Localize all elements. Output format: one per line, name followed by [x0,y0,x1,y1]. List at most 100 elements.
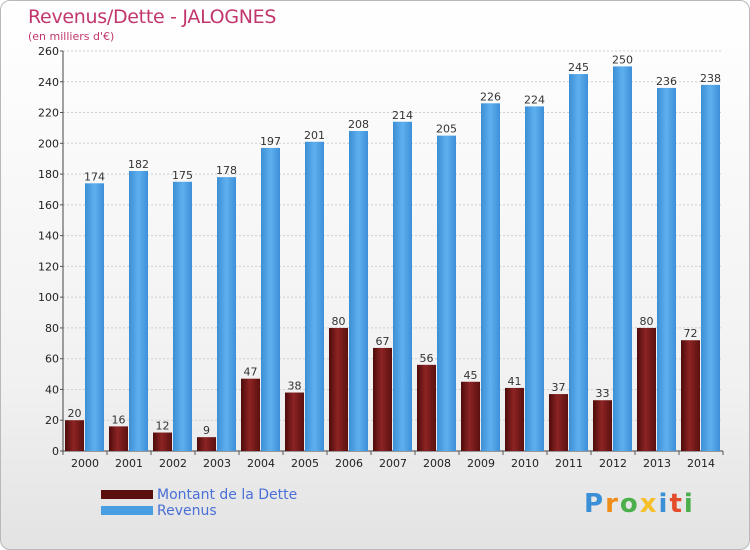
data-label-debt: 80 [640,315,654,328]
bar-revenue [85,183,104,452]
x-tick-label: 2011 [555,457,583,470]
data-label-debt: 20 [68,407,82,420]
data-label-debt: 9 [203,424,210,437]
y-tick-label: 100 [38,291,59,304]
bar-debt [109,426,128,451]
logo-letter: P [584,489,606,519]
logo-letter: r [605,489,620,519]
bar-debt [197,437,216,451]
data-label-debt: 80 [332,315,346,328]
y-tick-label: 0 [52,445,59,458]
bar-revenue [613,66,632,451]
data-label-revenue: 175 [172,169,193,182]
bar-revenue [525,106,544,451]
data-label-revenue: 205 [436,123,457,136]
bar-revenue [305,141,324,451]
data-label-revenue: 236 [656,75,677,88]
bar-debt [329,327,348,451]
y-tick-label: 140 [38,230,59,243]
y-tick-label: 240 [38,76,59,89]
data-label-revenue: 182 [128,158,149,171]
bar-revenue [657,87,676,451]
bar-debt [241,378,260,451]
bar-debt [65,420,84,451]
data-label-revenue: 178 [216,164,237,177]
bar-debt [593,400,612,451]
y-tick-label: 160 [38,199,59,212]
logo-letter: o [619,489,640,519]
data-label-debt: 33 [596,387,610,400]
chart-subtitle: (en milliers d'€) [28,30,115,43]
x-tick-label: 2002 [159,457,187,470]
bar-debt [153,432,172,451]
data-label-revenue: 238 [700,72,721,85]
data-label-revenue: 208 [348,118,369,131]
data-label-debt: 47 [244,366,258,379]
bar-revenue [129,171,148,451]
data-label-revenue: 226 [480,90,501,103]
proxiti-logo: Proxiti [584,489,695,519]
x-tick-label: 2000 [71,457,99,470]
x-tick-label: 2007 [379,457,407,470]
bar-revenue [261,147,280,451]
bar-revenue [349,131,368,451]
x-tick-label: 2012 [599,457,627,470]
data-label-revenue: 245 [568,61,589,74]
y-tick-label: 180 [38,168,59,181]
bar-debt [285,392,304,451]
data-label-revenue: 224 [524,93,545,106]
y-tick-label: 260 [38,45,59,58]
x-tick-label: 2013 [643,457,671,470]
x-tick-label: 2003 [203,457,231,470]
data-label-revenue: 174 [84,170,105,183]
bar-debt [505,387,524,451]
y-tick-label: 80 [45,322,59,335]
bar-revenue [701,84,720,451]
bar-debt [681,340,700,451]
legend-label-debt: Montant de la Dette [157,487,298,503]
bar-debt [373,347,392,451]
bar-revenue [217,177,236,451]
x-tick-label: 2005 [291,457,319,470]
x-tick-label: 2009 [467,457,495,470]
x-tick-label: 2006 [335,457,363,470]
bar-debt [461,381,480,451]
legend-label-revenue: Revenus [157,503,217,519]
data-label-debt: 12 [156,420,170,433]
x-tick-label: 2010 [511,457,539,470]
y-tick-label: 120 [38,260,59,273]
y-tick-label: 200 [38,137,59,150]
x-tick-label: 2004 [247,457,275,470]
bar-debt [549,394,568,451]
bar-debt [417,364,436,451]
data-label-revenue: 201 [304,129,325,142]
x-tick-label: 2001 [115,457,143,470]
y-tick-label: 40 [45,383,59,396]
data-label-debt: 45 [464,369,478,382]
y-tick-label: 20 [45,414,59,427]
bar-revenue [437,135,456,451]
bar-revenue [569,74,588,452]
legend-swatch-revenue [101,506,153,515]
bar-debt [637,327,656,451]
data-label-debt: 56 [420,352,434,365]
logo-letter: i [683,489,695,519]
x-tick-label: 2014 [687,457,715,470]
bar-revenue [393,121,412,452]
data-label-debt: 38 [288,380,302,393]
y-tick-label: 60 [45,353,59,366]
bar-revenue [481,103,500,452]
data-label-debt: 67 [376,335,390,348]
data-label-debt: 37 [552,381,566,394]
x-tick-label: 2008 [423,457,451,470]
legend-swatch-debt [101,490,153,499]
logo-letter: i [658,489,670,519]
data-label-revenue: 197 [260,135,281,148]
data-label-revenue: 214 [392,109,413,122]
data-label-debt: 72 [684,327,698,340]
chart-title: Revenus/Dette - JALOGNES [28,6,277,28]
data-label-debt: 41 [508,375,522,388]
logo-letter: t [669,489,684,519]
